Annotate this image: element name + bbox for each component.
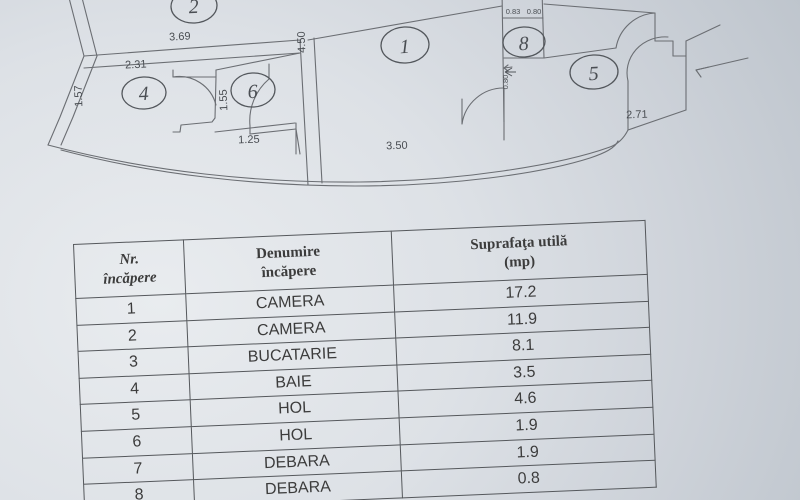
svg-text:0.80: 0.80 (527, 7, 542, 16)
svg-text:1.25: 1.25 (238, 134, 260, 147)
svg-text:3.50: 3.50 (386, 140, 408, 153)
svg-text:2.31: 2.31 (125, 58, 147, 71)
svg-text:3.69: 3.69 (169, 30, 191, 43)
svg-text:1.55: 1.55 (218, 89, 231, 111)
svg-text:6: 6 (247, 81, 258, 103)
svg-text:1.57: 1.57 (73, 85, 86, 107)
svg-text:4.50: 4.50 (296, 31, 309, 53)
svg-text:2: 2 (188, 0, 199, 18)
svg-text:2.71: 2.71 (626, 109, 648, 122)
svg-text:0.83: 0.83 (506, 7, 521, 16)
svg-text:8: 8 (518, 33, 529, 55)
svg-text:0.80: 0.80 (501, 75, 510, 90)
svg-text:4: 4 (138, 83, 149, 105)
svg-text:5: 5 (588, 63, 599, 85)
svg-text:1: 1 (399, 36, 410, 58)
